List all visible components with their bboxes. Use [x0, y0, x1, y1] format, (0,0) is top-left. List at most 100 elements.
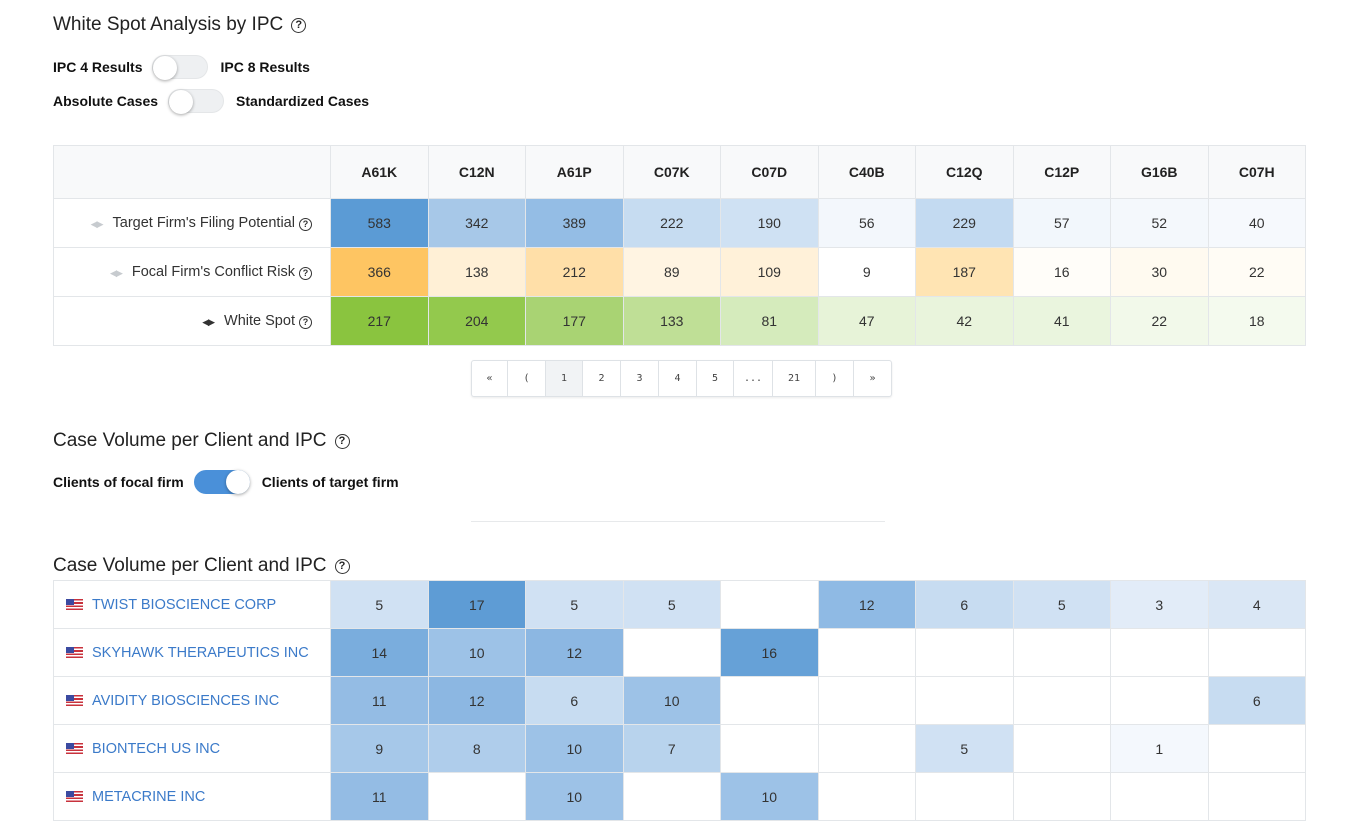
us-flag-icon: [66, 598, 83, 610]
value-cell: 10: [525, 724, 624, 773]
client-name-link[interactable]: SKYHAWK THERAPEUTICS INC: [92, 644, 309, 661]
page-item[interactable]: ...: [734, 361, 773, 396]
value-cell: [720, 724, 819, 773]
client-name-link[interactable]: TWIST BIOSCIENCE CORP: [92, 596, 277, 613]
us-flag-icon: [66, 694, 83, 706]
row-label-cell: ◀▶ White Spot ?: [53, 296, 331, 346]
value-cell: [915, 676, 1014, 725]
value-cell: 229: [915, 198, 1014, 248]
value-cell: [817, 676, 916, 725]
value-cell: 81: [720, 296, 819, 346]
page-item[interactable]: (: [508, 361, 546, 396]
client-cell[interactable]: SKYHAWK THERAPEUTICS INC: [53, 628, 331, 677]
table-row: BIONTECH US INC 9 8 10 7 5 1: [53, 724, 1306, 773]
case-volume-table-title: Case Volume per Client and IPC ?: [53, 555, 350, 577]
sort-arrows-icon[interactable]: ◀▶: [202, 317, 215, 327]
toggle-label-standardized: Standardized Cases: [236, 93, 370, 109]
page-item[interactable]: ): [816, 361, 854, 396]
client-name-link[interactable]: AVIDITY BIOSCIENCES INC: [92, 692, 280, 709]
value-cell: 217: [330, 296, 429, 346]
sort-arrows-icon[interactable]: ◀▶: [90, 219, 104, 229]
case-volume-table: TWIST BIOSCIENCE CORP 5 17 5 5 12 6 5 3 4 SKYHAWK …: [53, 580, 1306, 821]
page-item[interactable]: 1: [546, 361, 583, 396]
value-cell: 366: [330, 247, 429, 297]
column-header[interactable]: C12Q: [915, 145, 1014, 199]
row-label: Focal Firm's Conflict Risk: [131, 264, 295, 280]
column-header[interactable]: C12N: [427, 145, 526, 199]
column-header[interactable]: C07K: [622, 145, 721, 199]
page-item[interactable]: 2: [583, 361, 621, 396]
value-cell: 222: [622, 198, 721, 248]
value-cell: 9: [330, 724, 429, 773]
client-name-link[interactable]: BIONTECH US INC: [92, 740, 221, 757]
value-cell: 583: [330, 198, 429, 248]
column-header[interactable]: C07H: [1207, 145, 1306, 199]
table-row: ◀▶ Target Firm's Filing Potential ? 583 342…: [53, 198, 1306, 248]
white-spot-header-row: A61K C12N A61P C07K C07D C40B C12Q C12P G16B C07H: [53, 145, 1306, 199]
page-item[interactable]: 4: [659, 361, 697, 396]
column-header[interactable]: C07D: [720, 145, 819, 199]
us-flag-icon: [66, 646, 83, 658]
value-cell: [817, 628, 916, 677]
page-item[interactable]: 3: [621, 361, 659, 396]
page-item[interactable]: »: [869, 373, 876, 384]
value-cell: 11: [330, 772, 429, 821]
column-header[interactable]: A61K: [330, 145, 429, 199]
value-cell: 3: [1110, 580, 1209, 629]
value-cell: [1012, 772, 1111, 821]
row-label: White Spot: [224, 313, 295, 329]
value-cell: 10: [720, 772, 819, 821]
value-cell: 17: [427, 580, 526, 629]
client-cell[interactable]: TWIST BIOSCIENCE CORP: [53, 580, 331, 629]
row-label: Target Firm's Filing Potential: [112, 215, 295, 231]
value-cell: 138: [427, 247, 526, 297]
value-cell: [817, 772, 916, 821]
help-icon[interactable]: ?: [291, 17, 307, 33]
corner-header-cell: [53, 145, 331, 199]
sort-arrows-icon[interactable]: ◀▶: [110, 268, 123, 278]
value-cell: 9: [817, 247, 916, 297]
column-header[interactable]: C12P: [1012, 145, 1111, 199]
help-icon[interactable]: ?: [299, 218, 312, 231]
client-scope-toggle-row: Clients of focal firm Clients of target …: [53, 470, 399, 494]
value-cell: 212: [525, 247, 624, 297]
value-cell: 14: [330, 628, 429, 677]
value-cell: 6: [525, 676, 624, 725]
column-header[interactable]: C40B: [817, 145, 916, 199]
client-scope-switch[interactable]: [193, 470, 250, 494]
column-header[interactable]: A61P: [525, 145, 624, 199]
ipc-level-switch[interactable]: [152, 55, 209, 80]
page-item[interactable]: 21: [773, 361, 816, 396]
case-mode-toggle-row: Absolute Cases Standardized Cases: [53, 89, 370, 114]
value-cell: 1: [1110, 724, 1209, 773]
toggle-label-focal-clients: Clients of focal firm: [53, 474, 184, 490]
help-icon[interactable]: ?: [299, 267, 312, 280]
table-row: AVIDITY BIOSCIENCES INC 11 12 6 10 6: [53, 676, 1306, 725]
value-cell: 12: [525, 628, 624, 677]
value-cell: [817, 724, 916, 773]
us-flag-icon: [66, 742, 83, 754]
value-cell: [622, 772, 721, 821]
value-cell: 10: [525, 772, 624, 821]
help-icon[interactable]: ?: [299, 316, 312, 329]
client-cell[interactable]: BIONTECH US INC: [53, 724, 331, 773]
value-cell: [720, 676, 819, 725]
client-name-link[interactable]: METACRINE INC: [92, 788, 206, 805]
white-spot-table: A61K C12N A61P C07K C07D C40B C12Q C12P G16B C07H…: [53, 145, 1306, 346]
row-label-cell: ◀▶ Target Firm's Filing Potential ?: [53, 198, 331, 248]
value-cell: [1012, 628, 1111, 677]
value-cell: [1110, 628, 1209, 677]
page-item[interactable]: 5: [697, 361, 734, 396]
column-header[interactable]: G16B: [1110, 145, 1209, 199]
value-cell: 30: [1110, 247, 1209, 297]
table-row: TWIST BIOSCIENCE CORP 5 17 5 5 12 6 5 3 4: [53, 580, 1306, 629]
client-cell[interactable]: AVIDITY BIOSCIENCES INC: [53, 676, 331, 725]
case-mode-switch[interactable]: [168, 89, 225, 114]
table-row: ◀▶ Focal Firm's Conflict Risk ? 366 138 212 8…: [53, 247, 1306, 297]
page-item[interactable]: «: [472, 361, 508, 396]
client-cell[interactable]: METACRINE INC: [53, 772, 331, 821]
help-icon[interactable]: ?: [334, 433, 350, 449]
help-icon[interactable]: ?: [334, 558, 350, 574]
value-cell: 342: [427, 198, 526, 248]
value-cell: 56: [817, 198, 916, 248]
